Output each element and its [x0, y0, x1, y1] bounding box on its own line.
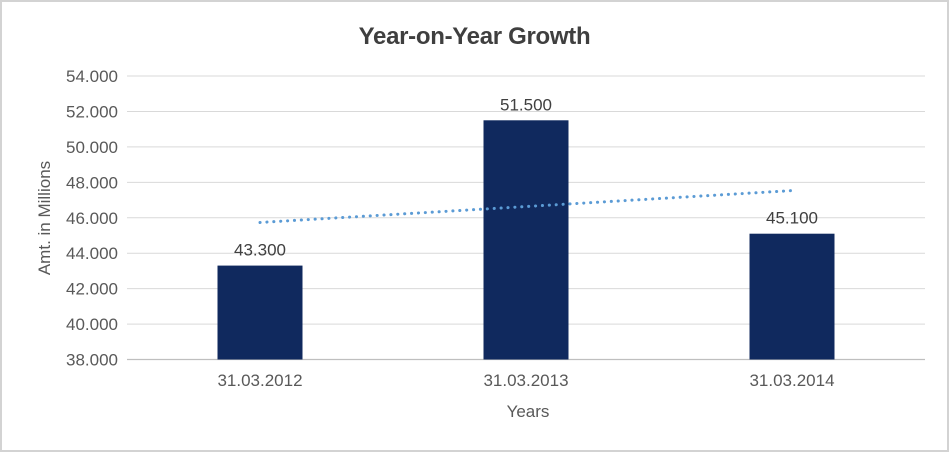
trendline [258, 189, 794, 224]
y-axis-title: Amt. in Millions [35, 160, 54, 276]
y-tick-label: 54.000 [66, 67, 118, 86]
bar-value-label: 43.300 [234, 241, 286, 260]
bar-31-03-2013 [483, 120, 569, 360]
chart-title: Year-on-Year Growth [358, 23, 591, 50]
y-tick-label: 40.000 [66, 315, 118, 334]
bar-value-label: 51.500 [500, 95, 552, 114]
bar-31-03-2012 [217, 265, 303, 360]
x-tick-label: 31.03.2014 [749, 371, 834, 390]
y-tick-label: 46.000 [66, 209, 118, 228]
bar-value-label: 45.100 [766, 209, 818, 228]
x-tick-label: 31.03.2012 [217, 371, 302, 390]
x-tick-label: 31.03.2013 [483, 371, 568, 390]
x-axis-title: Years [506, 402, 550, 421]
y-tick-label: 50.000 [66, 138, 118, 157]
y-tick-label: 52.000 [66, 102, 118, 121]
y-tick-label: 38.000 [66, 351, 118, 370]
bar-31-03-2014 [749, 233, 835, 360]
y-tick-label: 42.000 [66, 280, 118, 299]
y-tick-label: 48.000 [66, 173, 118, 192]
y-tick-label: 44.000 [66, 244, 118, 263]
